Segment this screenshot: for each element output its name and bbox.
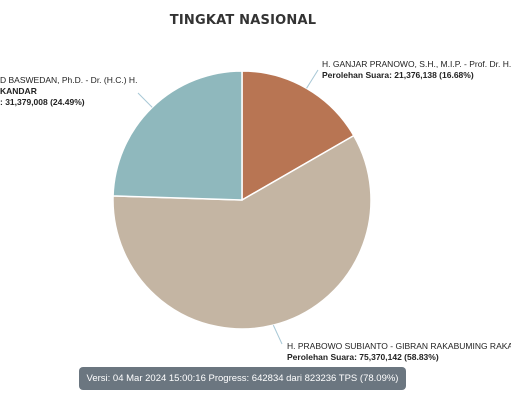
ganjar-name: H. GANJAR PRANOWO, S.H., M.I.P. - Prof. … xyxy=(322,59,511,69)
anies-slice-label: D BASWEDAN, Ph.D. - Dr. (H.C.) H. KANDAR… xyxy=(0,75,137,108)
ganjar-slice[interactable] xyxy=(241,70,355,202)
prabowo-vote: Perolehan Suara: 75,370,142 (58.83%) xyxy=(287,352,439,362)
anies-connector xyxy=(137,92,153,108)
prabowo-name: H. PRABOWO SUBIANTO - GIBRAN RAKABUMING … xyxy=(287,341,511,351)
anies-vote: : 31,379,008 (24.49%) xyxy=(0,97,85,107)
anies-name-line1: D BASWEDAN, Ph.D. - Dr. (H.C.) H. xyxy=(0,75,138,85)
prabowo-connector xyxy=(272,324,283,345)
anies-name-line2: KANDAR xyxy=(0,86,37,96)
ganjar-vote: Perolehan Suara: 21,376,138 (16.68%) xyxy=(322,70,474,80)
ganjar-slice-label: H. GANJAR PRANOWO, S.H., M.I.P. - Prof. … xyxy=(322,59,511,81)
anies-slice[interactable] xyxy=(112,70,243,201)
chart-title: TINGKAT NASIONAL xyxy=(169,13,317,28)
prabowo-slice-label: H. PRABOWO SUBIANTO - GIBRAN RAKABUMING … xyxy=(287,341,511,363)
ganjar-connector xyxy=(306,69,319,89)
prabowo-slice[interactable] xyxy=(112,134,372,330)
version-progress-status: Versi: 04 Mar 2024 15:00:16 Progress: 64… xyxy=(79,367,406,390)
